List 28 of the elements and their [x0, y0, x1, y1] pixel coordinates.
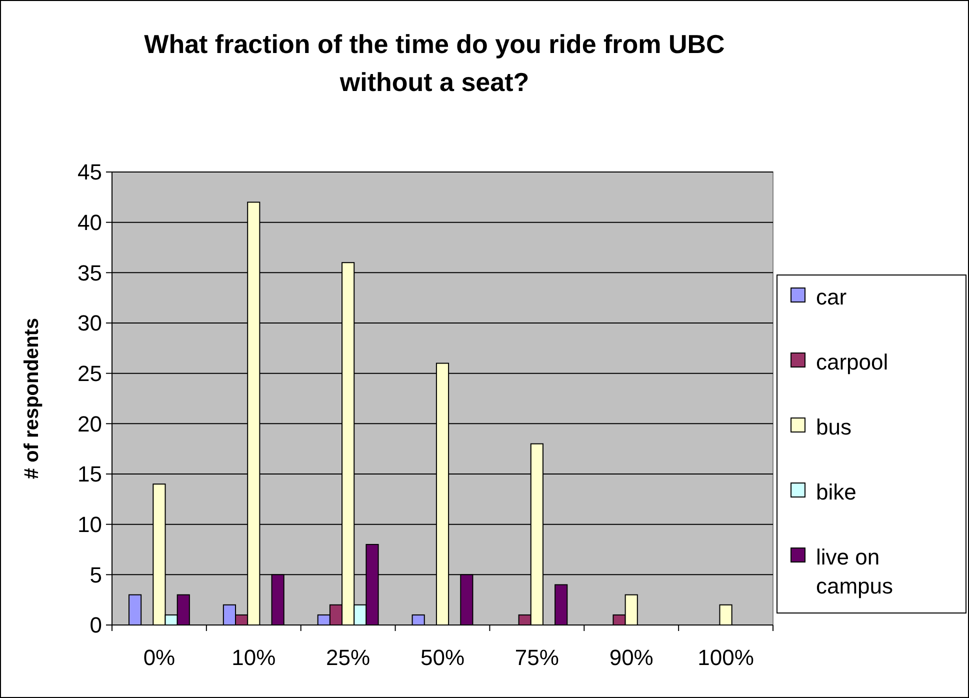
y-axis-title: # of respondents — [21, 318, 43, 480]
y-tick-label: 20 — [78, 411, 102, 436]
x-tick-label: 100% — [698, 645, 754, 670]
x-tick-label: 10% — [232, 645, 276, 670]
bar — [412, 614, 425, 626]
chart-title: What fraction of the time do you ride from UBC without a seat? — [144, 29, 726, 97]
x-tick-label: 25% — [326, 645, 370, 670]
bar — [719, 604, 732, 626]
y-tick-label: 40 — [78, 210, 102, 236]
y-tick-label: 5 — [90, 562, 102, 588]
x-tick-label: 50% — [420, 645, 465, 670]
legend-label: bus — [816, 414, 852, 440]
legend-label: car — [816, 284, 847, 310]
y-tick-label: 0 — [90, 612, 102, 638]
x-tick-label: 90% — [609, 645, 654, 670]
legend-label: live on campus — [816, 544, 894, 598]
bar — [128, 594, 142, 626]
bar — [554, 584, 568, 626]
y-tick-label: 15 — [78, 462, 102, 487]
y-tick-label: 35 — [78, 260, 102, 286]
legend-label: carpool — [816, 350, 888, 375]
y-tick-label: 30 — [78, 310, 102, 336]
x-tick-label: 0% — [143, 645, 176, 670]
y-tick-label: 45 — [78, 160, 102, 185]
legend-label: bike — [816, 480, 856, 505]
x-tick-label: 75% — [514, 645, 559, 670]
y-tick-label: 10 — [78, 512, 102, 538]
y-tick-label: 25 — [78, 361, 102, 386]
